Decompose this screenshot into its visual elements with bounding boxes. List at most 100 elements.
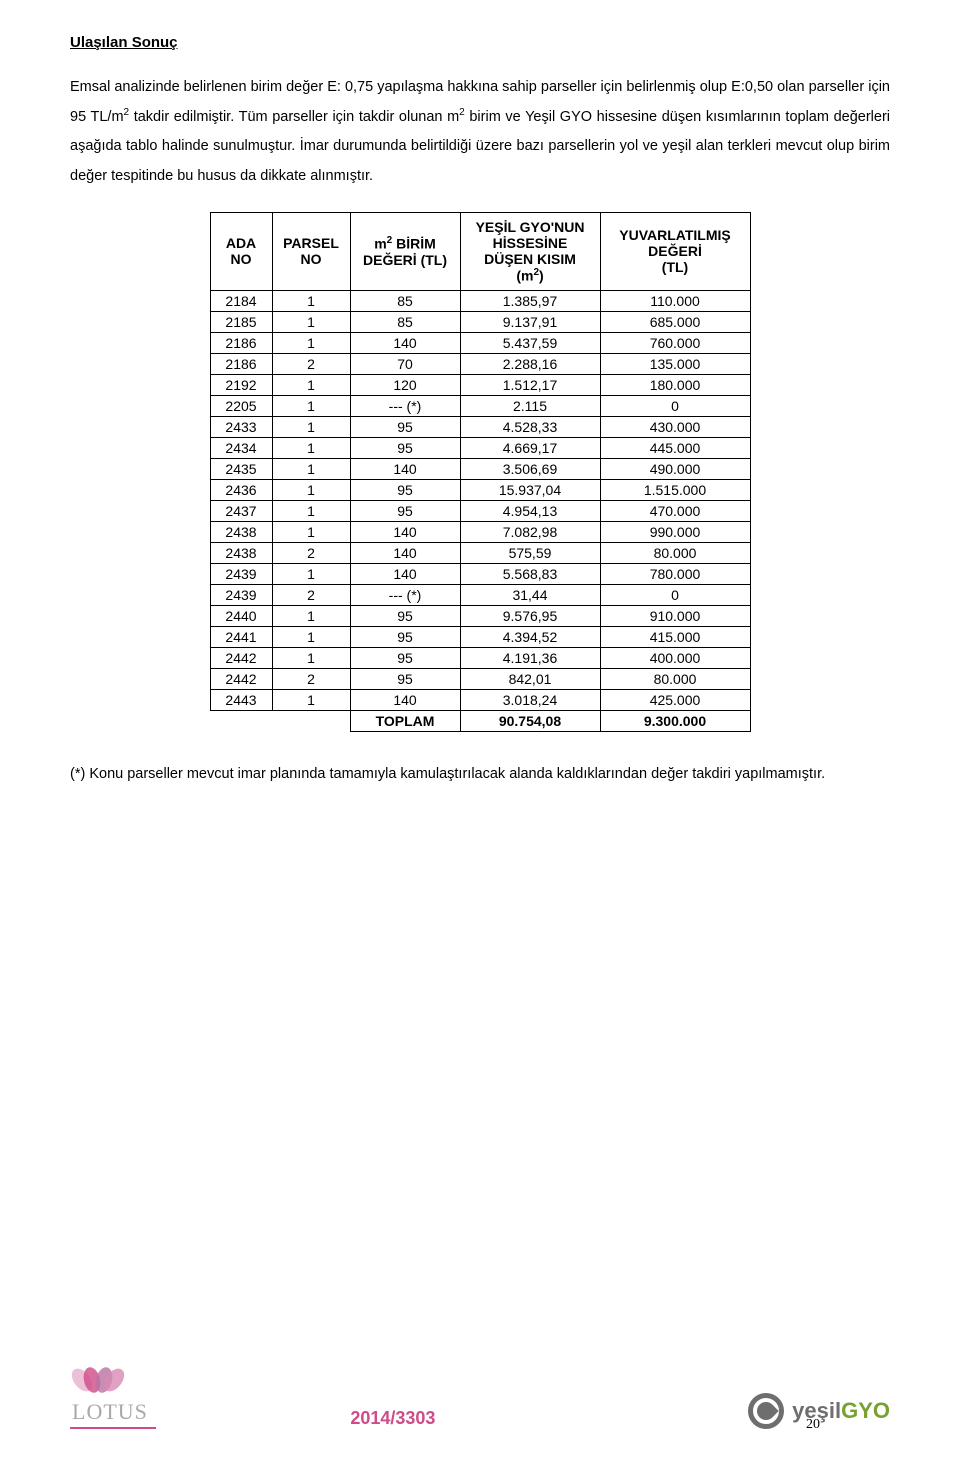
table-cell: 2438 [210,521,272,542]
table-row: 244311403.018,24425.000 [210,689,750,710]
table-cell: 95 [350,647,460,668]
table-cell: 140 [350,332,460,353]
table-cell: 4.191,36 [460,647,600,668]
table-cell: 110.000 [600,290,750,311]
table-cell: 2433 [210,416,272,437]
table-cell: 85 [350,290,460,311]
table-row: 21862702.288,16135.000 [210,353,750,374]
table-cell: 0 [600,395,750,416]
table-row: 24421954.191,36400.000 [210,647,750,668]
table-cell: 1 [272,521,350,542]
table-cell: 2205 [210,395,272,416]
footnote: (*) Konu parseller mevcut imar planında … [70,760,890,790]
table-cell: 445.000 [600,437,750,458]
table-row: 218611405.437,59760.000 [210,332,750,353]
table-cell: 80.000 [600,668,750,689]
table-cell: 2440 [210,605,272,626]
table-cell: 2439 [210,563,272,584]
table-cell: 1 [272,479,350,500]
table-cell: 2 [272,353,350,374]
table-cell: 140 [350,521,460,542]
table-cell: 4.954,13 [460,500,600,521]
table-cell: 9.137,91 [460,311,600,332]
table-cell: 4.528,33 [460,416,600,437]
table-cell: 1 [272,332,350,353]
table-row: 24401959.576,95910.000 [210,605,750,626]
table-cell: 400.000 [600,647,750,668]
table-row: 2442295842,0180.000 [210,668,750,689]
section-heading: Ulaşılan Sonuç [70,34,890,51]
table-cell: 80.000 [600,542,750,563]
table-cell: 1 [272,311,350,332]
table-cell: 685.000 [600,311,750,332]
table-row: 21851859.137,91685.000 [210,311,750,332]
table-cell: 3.018,24 [460,689,600,710]
th-birim: m2 BİRİMDEĞERİ (TL) [350,212,460,290]
table-cell: 2436 [210,479,272,500]
table-row: 24382140575,5980.000 [210,542,750,563]
table-row: 24392--- (*)31,440 [210,584,750,605]
table-cell: 140 [350,458,460,479]
table-cell: 7.082,98 [460,521,600,542]
table-cell: 575,59 [460,542,600,563]
table-cell: 1.512,17 [460,374,600,395]
table-cell: --- (*) [350,584,460,605]
table-cell: 1 [272,647,350,668]
page-number: 20 [806,1417,820,1433]
table-cell: 95 [350,500,460,521]
table-cell: 2442 [210,668,272,689]
table-cell: 140 [350,542,460,563]
table-cell: 2435 [210,458,272,479]
table-header-row: ADANO PARSELNO m2 BİRİMDEĞERİ (TL) YEŞİL… [210,212,750,290]
table-row: 24371954.954,13470.000 [210,500,750,521]
table-cell: 1 [272,374,350,395]
table-row: 243811407.082,98990.000 [210,521,750,542]
table-cell: 1 [272,437,350,458]
table-cell: 990.000 [600,521,750,542]
total-deger: 9.300.000 [600,710,750,731]
table-cell: 425.000 [600,689,750,710]
table-cell: 780.000 [600,563,750,584]
table-cell: 15.937,04 [460,479,600,500]
table-cell: 1 [272,416,350,437]
table-cell: 4.669,17 [460,437,600,458]
table-cell: 1 [272,458,350,479]
table-cell: 1 [272,395,350,416]
table-cell: 95 [350,437,460,458]
footer-right: yeşilGYO 20 [748,1393,890,1429]
table-cell: 0 [600,584,750,605]
table-total-row: TOPLAM 90.754,08 9.300.000 [210,710,750,731]
table-cell: 910.000 [600,605,750,626]
table-cell: 2.115 [460,395,600,416]
table-row: 243911405.568,83780.000 [210,563,750,584]
table-cell: 5.437,59 [460,332,600,353]
paragraph-1: Emsal analizinde belirlenen birim değer … [70,73,890,192]
table-cell: 2186 [210,332,272,353]
table-cell: 1 [272,290,350,311]
table-cell: 1 [272,626,350,647]
table-cell: 2439 [210,584,272,605]
th-ada: ADANO [210,212,272,290]
table-cell: 1 [272,500,350,521]
table-cell: 31,44 [460,584,600,605]
table-cell: 140 [350,563,460,584]
th-parsel: PARSELNO [272,212,350,290]
table-cell: 470.000 [600,500,750,521]
th-deger: YUVARLATILMIŞDEĞERİ(TL) [600,212,750,290]
table-cell: 2185 [210,311,272,332]
total-hisse: 90.754,08 [460,710,600,731]
table-cell: 415.000 [600,626,750,647]
table-cell: 5.568,83 [460,563,600,584]
table-cell: 2441 [210,626,272,647]
table-cell: 2437 [210,500,272,521]
lotus-icon [74,1367,124,1401]
table-cell: 1.515.000 [600,479,750,500]
table-row: 243619515.937,041.515.000 [210,479,750,500]
table-cell: 2 [272,668,350,689]
table-cell: 1 [272,689,350,710]
table-cell: 2192 [210,374,272,395]
table-cell: 760.000 [600,332,750,353]
table-cell: 842,01 [460,668,600,689]
total-label: TOPLAM [350,710,460,731]
table-cell: 2184 [210,290,272,311]
